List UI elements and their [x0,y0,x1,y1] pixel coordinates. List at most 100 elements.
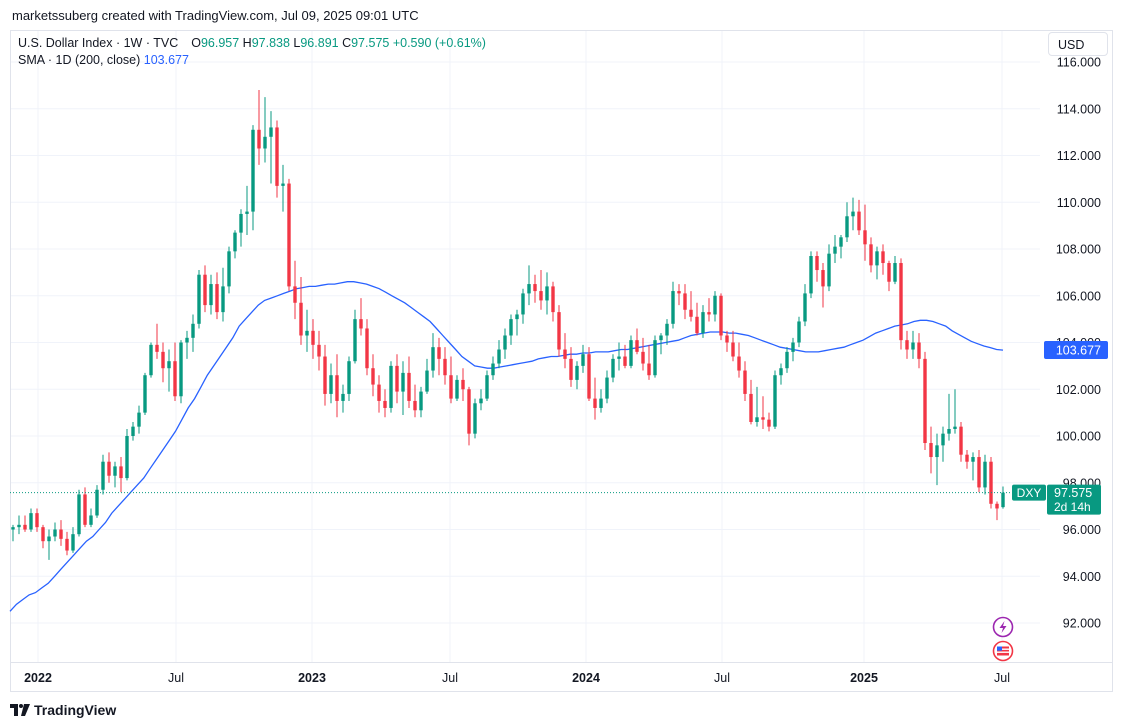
candle [575,361,579,390]
candle-body [545,286,549,301]
candle-body [959,426,963,455]
candle [881,244,885,275]
candle [857,199,861,235]
time-axis[interactable]: 2022 Jul 2023 Jul 2024 Jul 2025 Jul [24,671,1010,685]
candle-body [407,372,411,401]
us-flag-icon[interactable] [992,640,1014,662]
candle [683,284,687,320]
candle [545,272,549,315]
candle-body [347,361,351,394]
price-tick-label: 112.000 [1057,149,1101,163]
candle [719,293,723,341]
candle [473,398,477,439]
footer-brand[interactable]: TradingView [10,702,116,718]
candle [581,344,585,373]
candle [107,452,111,483]
candle [935,433,939,486]
candle-body [521,293,525,315]
candle-body [263,136,267,149]
candle [977,450,981,493]
price-tick-label: 110.000 [1057,196,1101,210]
candle-body [653,340,657,376]
candle [179,340,183,404]
candle [455,375,459,401]
open-label: O [191,36,201,50]
candle-body [443,358,447,376]
candle-body [977,457,981,488]
candle [917,333,921,369]
sma-name: SMA · 1D (200, close) [18,53,141,67]
candle-body [929,443,933,458]
candle [569,347,573,387]
candle [233,230,237,259]
sma-legend[interactable]: SMA · 1D (200, close) 103.677 [18,53,189,67]
candle [53,522,57,542]
candle-body [743,370,747,394]
sma-line [9,281,1004,612]
last-price-text: 97.575 [1054,486,1092,500]
candle-body [695,316,699,334]
candle [539,270,543,310]
price-tick-label: 116.000 [1057,56,1101,70]
candle-body [227,251,231,287]
candle-body [983,461,987,488]
candle [785,347,789,373]
lightning-icon[interactable] [992,616,1014,638]
candle-body [425,370,429,392]
candle-body [659,335,663,341]
candle [485,370,489,401]
price-axis[interactable]: 92.00094.00096.00098.000100.000102.00010… [1056,56,1101,631]
candle-body [281,183,285,186]
candle [167,349,171,392]
low-label: L [293,36,301,50]
candle-body [623,356,627,366]
candle [503,328,507,359]
candle-body [629,340,633,366]
candle-body [539,291,543,301]
candle-body [569,358,573,380]
candle-body [479,398,483,404]
candle-body [587,354,591,399]
candle-body [899,263,903,341]
candle-body [65,538,69,551]
candle-body [29,513,33,530]
candle-body [503,335,507,350]
currency-button[interactable]: USD [1048,32,1108,56]
countdown-text: 2d 14h [1054,500,1091,514]
candle [401,361,405,415]
candle [791,337,795,362]
candle-body [221,286,225,313]
candle [515,309,519,336]
candle-body [701,312,705,334]
candle-body [287,183,291,287]
candle-body [485,375,489,399]
candle-body [383,400,387,408]
candle-body [563,349,567,359]
candle [755,386,759,427]
candle-body [863,230,867,245]
candle-body [725,335,729,343]
candle [563,333,567,369]
candle-body [125,436,129,479]
candle-body [215,284,219,313]
candle-body [473,403,477,434]
candle [623,344,627,369]
candle-body [377,384,381,401]
candle [293,260,297,320]
sma-layer [9,281,1004,612]
candle-body [113,466,117,476]
candle-body [275,127,279,186]
candle [17,515,21,535]
candle [743,361,747,401]
candle [281,164,285,212]
candle-body [53,529,57,537]
candle-body [617,356,621,359]
candle-body [509,319,513,336]
symbol-legend[interactable]: U.S. Dollar Index · 1W · TVC O96.957 H97… [18,36,486,50]
candle [659,333,663,355]
candle [47,529,51,560]
time-tick-label: 2024 [572,671,600,685]
candle [251,125,255,231]
candle-body [515,314,519,320]
